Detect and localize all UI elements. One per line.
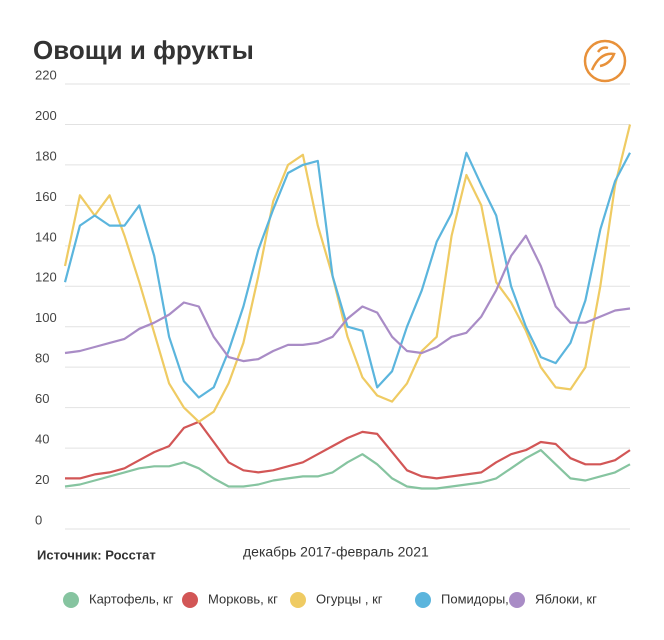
- y-tick-label: 200: [35, 108, 57, 123]
- series-line: [63, 124, 632, 423]
- chart-title: Овощи и фрукты: [33, 35, 254, 65]
- y-tick-label: 180: [35, 148, 57, 163]
- y-tick-label: 20: [35, 472, 49, 487]
- legend-swatch: [63, 592, 79, 608]
- legend-item: Морковь, кг: [182, 591, 278, 608]
- x-axis-label: декабрь 2017-февраль 2021: [243, 544, 429, 560]
- legend-label: Картофель, кг: [89, 591, 174, 606]
- series-line: [64, 234, 631, 363]
- y-tick-label: 220: [35, 67, 57, 82]
- series-line: [64, 449, 631, 490]
- y-tick-label: 120: [35, 270, 57, 285]
- logo: [583, 39, 627, 83]
- y-tick-label: 160: [35, 189, 57, 204]
- y-tick-label: 140: [35, 229, 57, 244]
- legend-item: Помидоры, кг: [415, 591, 523, 608]
- legend-swatch: [509, 592, 525, 608]
- series-line: [63, 151, 631, 399]
- y-tick-label: 40: [35, 432, 49, 447]
- legend-item: Огурцы , кг: [290, 591, 383, 608]
- legend-label: Яблоки, кг: [535, 591, 597, 606]
- y-tick-label: 100: [35, 310, 57, 325]
- legend-label: Помидоры, кг: [441, 591, 523, 606]
- legend-swatch: [182, 592, 198, 608]
- legend-swatch: [415, 592, 431, 608]
- source: Источник: Росстат: [37, 547, 156, 562]
- legend-item: Яблоки, кг: [509, 591, 597, 608]
- legend-label: Морковь, кг: [208, 591, 278, 606]
- legend-label: Огурцы , кг: [316, 591, 383, 606]
- legend-item: Картофель, кг: [63, 591, 174, 608]
- y-tick-label: 80: [35, 351, 49, 366]
- series-line: [65, 420, 631, 480]
- y-tick-label: 60: [35, 391, 49, 406]
- y-tick-label: 0: [35, 512, 42, 527]
- legend-swatch: [290, 592, 306, 608]
